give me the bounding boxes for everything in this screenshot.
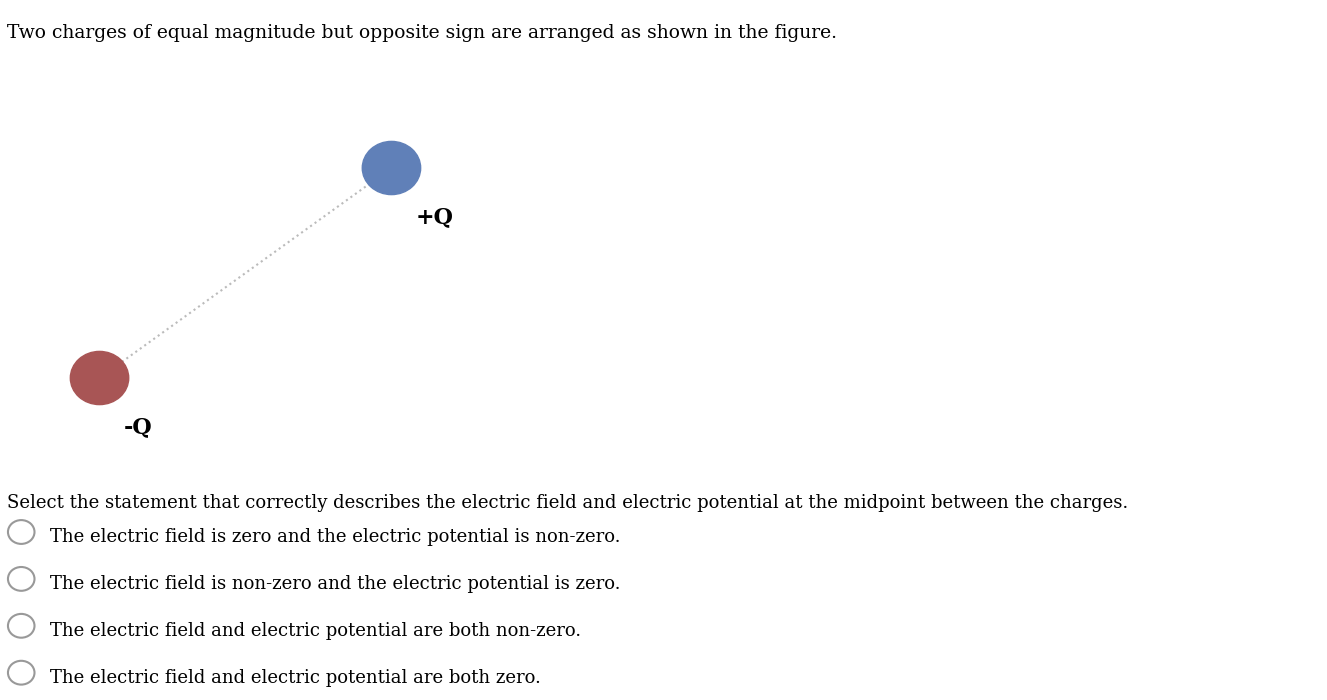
Text: -Q: -Q: [123, 416, 153, 438]
Text: The electric field and electric potential are both zero.: The electric field and electric potentia…: [50, 669, 541, 687]
Text: The electric field and electric potential are both non-zero.: The electric field and electric potentia…: [50, 622, 581, 640]
Text: Select the statement that correctly describes the electric field and electric po: Select the statement that correctly desc…: [7, 494, 1128, 512]
Text: The electric field is zero and the electric potential is non-zero.: The electric field is zero and the elect…: [50, 528, 621, 547]
Text: Two charges of equal magnitude but opposite sign are arranged as shown in the fi: Two charges of equal magnitude but oppos…: [7, 25, 836, 43]
Text: The electric field is non-zero and the electric potential is zero.: The electric field is non-zero and the e…: [50, 575, 621, 594]
Text: +Q: +Q: [415, 206, 454, 228]
